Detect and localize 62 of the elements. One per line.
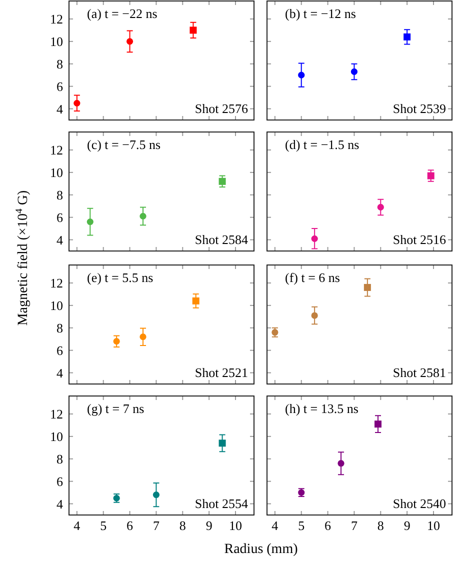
y-tick-label: 6 <box>56 210 64 225</box>
point <box>190 26 197 34</box>
x-tick-label: 9 <box>404 518 410 533</box>
chart-title: (a) t = −22 ns <box>87 6 158 21</box>
annotation: Shot 2516 <box>392 232 446 247</box>
y-tick-label: 12 <box>50 142 63 158</box>
x-tick-label: 10 <box>427 518 440 533</box>
y-tick-label: 12 <box>50 275 63 290</box>
annotation: Shot 2576 <box>194 101 248 116</box>
x-tick-label: 10 <box>229 518 242 533</box>
x-tick-label: 7 <box>152 518 160 533</box>
y-tick-label: 4 <box>56 232 64 248</box>
chart-title: (c) t = −7.5 ns <box>87 137 161 152</box>
annotation: Shot 2554 <box>194 496 248 511</box>
point <box>86 218 94 226</box>
annotation: Shot 2540 <box>392 496 446 511</box>
point <box>218 178 226 185</box>
x-tick-label: 4 <box>272 518 279 533</box>
point <box>74 100 80 106</box>
x-tick-label: 7 <box>350 518 358 533</box>
chart-title: (d) t = −1.5 ns <box>285 137 360 152</box>
y-tick-label: 10 <box>50 34 63 49</box>
y-tick-label: 8 <box>56 320 63 336</box>
chart-title: (b) t = −12 ns <box>285 6 356 21</box>
y-tick-label: 8 <box>56 56 63 72</box>
x-tick-label: 6 <box>324 518 332 533</box>
annotation: Shot 2521 <box>194 365 248 380</box>
point <box>126 38 134 45</box>
y-tick-label: 12 <box>50 406 63 422</box>
x-tick-label: 8 <box>377 518 384 533</box>
point <box>192 297 200 304</box>
x-axis-title: Radius (mm) <box>224 542 298 557</box>
annotation: Shot 2539 <box>392 101 446 116</box>
y-tick-label: 6 <box>56 342 64 358</box>
y-tick-label: 4 <box>56 101 64 116</box>
x-tick-label: 6 <box>126 518 134 533</box>
chart-title: (h) t = 13.5 ns <box>285 401 358 416</box>
y-tick-label: 6 <box>56 474 64 489</box>
y-tick-label: 10 <box>50 428 63 444</box>
y-tick-label: 8 <box>56 451 63 466</box>
chart-title: (f) t = 6 ns <box>285 270 340 285</box>
y-tick-label: 10 <box>50 298 63 313</box>
y-tick-label: 8 <box>56 187 63 202</box>
point <box>140 212 146 220</box>
point <box>113 338 120 345</box>
x-tick-label: 9 <box>206 518 212 533</box>
x-tick-label: 8 <box>179 518 186 533</box>
x-tick-label: 5 <box>100 518 107 533</box>
y-tick-label: 4 <box>56 365 64 380</box>
annotation: Shot 2581 <box>392 365 446 380</box>
chart-title: (g) t = 7 ns <box>87 401 144 416</box>
y-tick-label: 6 <box>56 78 64 94</box>
x-tick-label: 4 <box>74 518 81 533</box>
y-tick-label: 12 <box>50 11 63 26</box>
point <box>140 334 146 340</box>
y-tick-label: 4 <box>56 496 64 512</box>
annotation: Shot 2584 <box>194 232 248 247</box>
point <box>152 491 160 498</box>
chart-title: (e) t = 5.5 ns <box>87 270 154 285</box>
point <box>218 440 226 447</box>
y-tick-label: 10 <box>50 164 63 180</box>
x-tick-label: 5 <box>298 518 305 533</box>
